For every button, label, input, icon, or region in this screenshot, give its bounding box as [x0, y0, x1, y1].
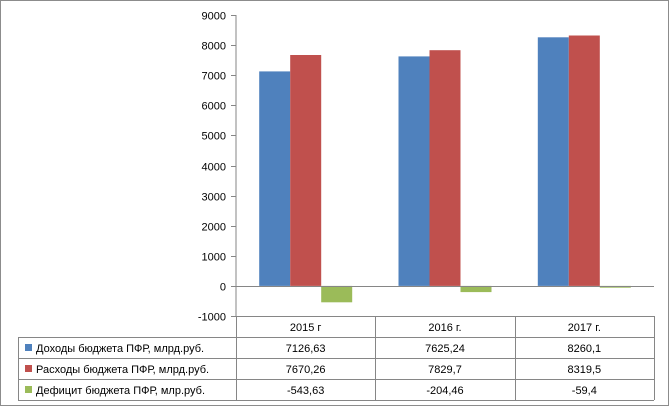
legend-swatch — [25, 386, 32, 393]
bar-s1-c1 — [259, 71, 291, 286]
legend-label: Доходы бюджета ПФР, млрд.руб. — [36, 343, 204, 355]
data-label: 8260,1 — [568, 343, 602, 355]
category-label: 2017 г. — [568, 322, 601, 334]
legend-label: Дефицит бюджета ПФР, млр.руб. — [36, 385, 205, 397]
bar-s1-c2 — [398, 56, 430, 286]
bars-layer — [259, 35, 631, 303]
y-tick-label: 3000 — [202, 192, 226, 204]
legend-label: Расходы бюджета ПФР, млрд.руб. — [36, 364, 209, 376]
data-label: 7670,26 — [286, 364, 326, 376]
bar-s1-c3 — [537, 37, 569, 286]
data-label: 7829,7 — [428, 364, 462, 376]
y-tick-label: 0 — [220, 282, 226, 294]
legend-swatch — [25, 365, 32, 372]
category-label: 2015 г — [290, 322, 322, 334]
bar-s3-c2 — [460, 285, 492, 293]
y-tick-label: 7000 — [202, 71, 226, 83]
legend-swatch — [25, 344, 32, 351]
data-table: 2015 г 2016 г. 2017 г. Доходы бюджета ПФР, … — [18, 316, 655, 401]
bar-s2-c2 — [429, 50, 461, 286]
data-label: -543,63 — [287, 385, 324, 397]
y-tick-label: 1000 — [202, 252, 226, 264]
data-label: -204,46 — [426, 385, 463, 397]
data-label: 7625,24 — [425, 343, 465, 355]
bar-s3-c1 — [321, 285, 353, 303]
bar-s2-c1 — [290, 55, 322, 286]
y-tick-label: 4000 — [202, 162, 226, 174]
y-tick-label: 9000 — [202, 11, 226, 23]
axes-layer: -1000 0 1000 2000 3000 4000 5000 6000 7000 8000 90… — [198, 11, 654, 324]
y-tick-label: 6000 — [202, 101, 226, 113]
bar-s2-c3 — [568, 35, 600, 286]
data-label: -59,4 — [572, 385, 597, 397]
y-tick-label: -1000 — [198, 312, 226, 324]
y-tick-label: 8000 — [202, 41, 226, 53]
data-label: 8319,5 — [568, 364, 602, 376]
y-tick-label: 5000 — [202, 131, 226, 143]
y-tick-label: 2000 — [202, 222, 226, 234]
category-label: 2016 г. — [428, 322, 461, 334]
data-label: 7126,63 — [286, 343, 326, 355]
